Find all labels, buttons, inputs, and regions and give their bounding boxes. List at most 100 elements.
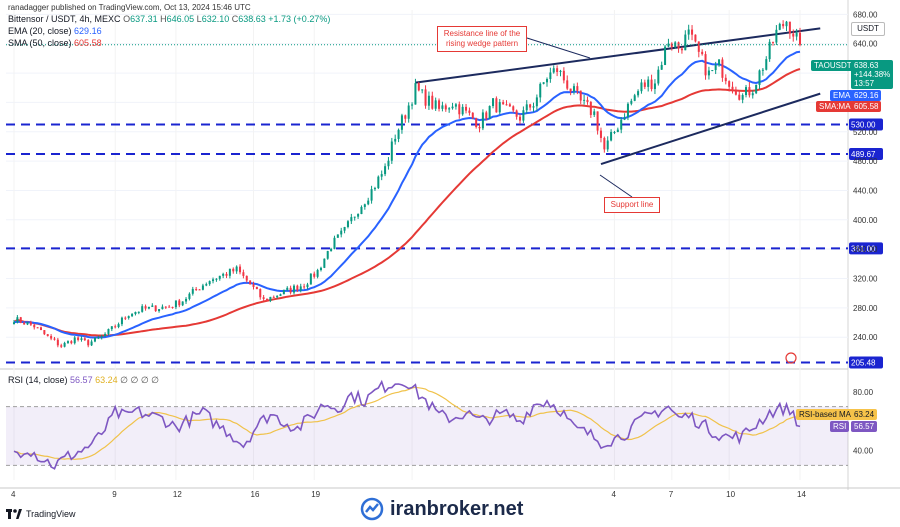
price-tick-label: 360.00 [853,245,878,254]
candle-body [745,87,748,96]
time-tick-label: 10 [726,490,735,499]
candle-body [417,83,420,91]
candle-body [259,289,262,298]
tradingview-brand[interactable]: TradingView [6,509,76,519]
candle-body [188,293,191,299]
candle-body [43,330,46,335]
level-tag [849,242,883,255]
candle-body [539,83,542,98]
annotation-pointers [526,37,797,364]
symbol-legend: Bittensor / USDT, 4h, MEXC O637.31 H646.… [8,13,330,25]
candle-body [272,296,275,298]
legend-symbol[interactable]: Bittensor / USDT, 4h, MEXC [8,14,121,24]
candle-body [610,132,613,141]
price-tick-label: 640.00 [853,40,878,49]
sma-legend[interactable]: SMA (50, close) 605.58 [8,37,102,49]
ema-legend-label: EMA (20, close) [8,26,72,36]
candle-body [492,98,495,107]
candle-body [603,137,606,150]
time-tick-label: 16 [251,490,260,499]
level-label: 489.67 [851,150,876,159]
candle-body [77,337,80,340]
candle-body [586,99,589,103]
candle-body [495,98,498,113]
candle-body [299,286,302,291]
support-trendline [600,92,821,166]
legend-high: 646.05 [166,14,195,24]
candle-body [70,341,73,344]
candle-body [377,176,380,189]
candle-body [390,141,393,161]
candle-body [454,104,457,107]
price-tick-label: 400.00 [853,216,878,225]
candle-body [475,118,478,128]
candle-body [697,41,700,52]
candle-body [340,230,343,235]
candle-body [775,29,778,43]
candle-body [333,237,336,249]
candle-body [212,279,215,282]
candle-body [559,70,562,72]
candle-body [185,298,188,302]
candle-body [134,312,137,315]
candle-body [518,116,522,121]
rsi-tag: 56.57 [851,421,878,432]
candle-body [535,97,538,107]
candle-body [107,329,110,334]
candle-body [569,88,572,92]
candle-body [269,296,272,301]
candle-body [265,298,269,301]
candle-body [576,86,579,91]
candle-body [664,46,667,65]
candle-body [529,104,532,108]
candle-body [691,29,694,35]
candle-body [444,105,447,110]
currency-button[interactable]: USDT [851,22,885,36]
candle-body [397,129,400,139]
candle-body [711,70,714,72]
candle-body [667,43,670,47]
candle-body [120,317,123,325]
candle-body [87,340,90,346]
support-annotation: Support line [604,197,660,213]
candle-body [620,119,623,130]
time-tick-label: 4 [611,490,616,499]
candle-body [124,317,127,319]
candle-body [357,214,360,217]
candle-body [12,322,16,325]
price-tick-label: 680.00 [853,10,878,19]
rsi-legend[interactable]: RSI (14, close) 56.57 63.24 ∅ ∅ ∅ ∅ [8,374,159,386]
candle-body [765,59,768,70]
candle-body [367,200,370,205]
tag-symbol: TAOUSDT [814,61,852,70]
candle-body [201,285,204,290]
candle-body [755,84,758,94]
candle-body [306,284,309,288]
rsi-tick-label: 40.00 [853,447,874,456]
candle-body [461,106,464,115]
sma-legend-value: 605.58 [74,38,102,48]
legend-open: 637.31 [130,14,158,24]
candle-body [350,217,353,222]
legend-close: 638.63 [238,14,266,24]
rsi-ma-tag: 63.24 [851,409,878,420]
price-tick-label: 280.00 [853,304,878,313]
candle-body [286,287,289,290]
sma-50-line [13,68,801,337]
tag-last-price: 638.63 [854,61,879,70]
candle-body [168,306,171,308]
candle-body [441,105,444,109]
candle-body [782,23,785,27]
candle-body [198,289,201,291]
candle-body [758,70,761,85]
candle-body [542,82,545,84]
ema-tag-label: EMA [830,90,854,101]
candle-body [741,95,744,100]
rsi-band-fill [6,406,848,466]
ema-legend[interactable]: EMA (20, close) 629.16 [8,25,102,37]
candle-body [411,104,414,106]
axes: 240.00280.00320.00360.00400.00440.00480.… [11,10,878,499]
candle-body [556,68,559,72]
time-tick-label: 19 [311,490,320,499]
candle-body [384,166,387,175]
